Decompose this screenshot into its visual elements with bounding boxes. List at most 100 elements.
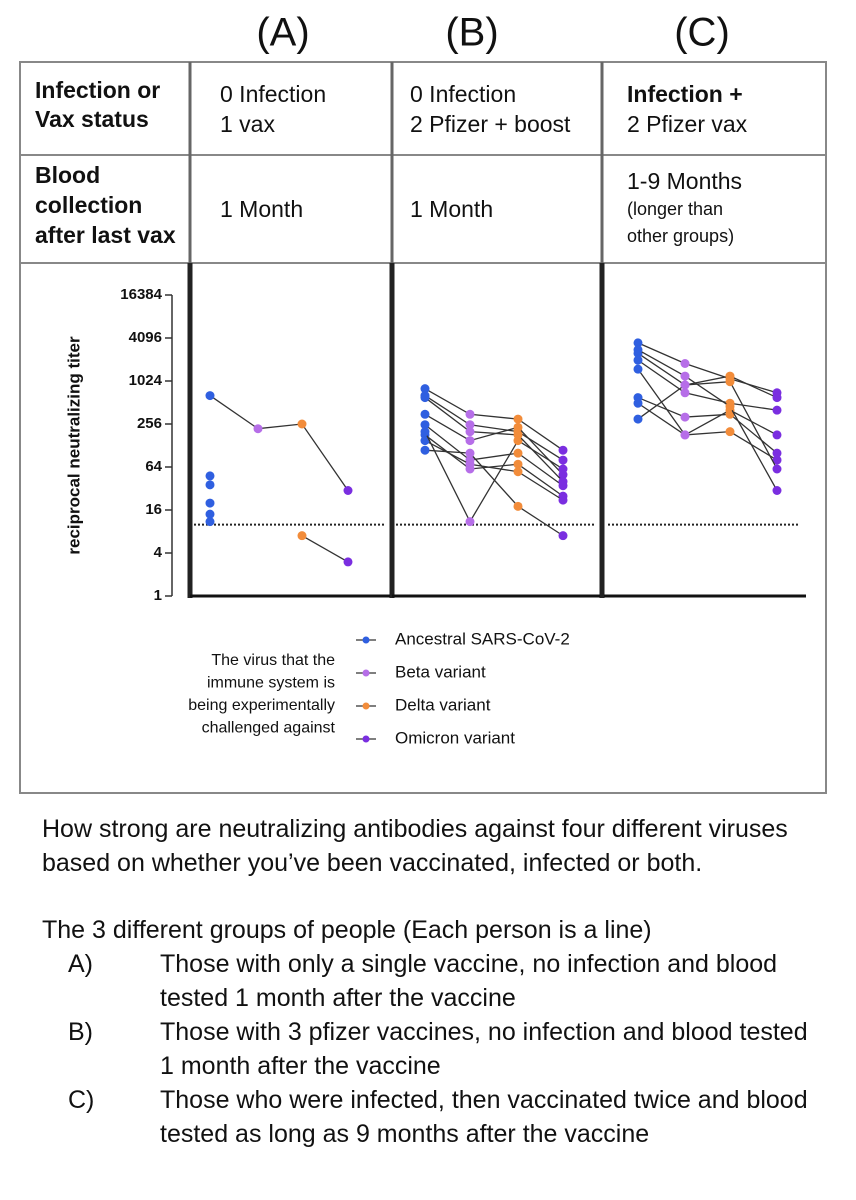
data-point [558, 445, 568, 455]
y-tick-label: 4096 [129, 329, 162, 346]
data-point [633, 345, 643, 355]
legend-dot [362, 735, 370, 743]
person-line [424, 395, 564, 461]
annotation: immune system is [207, 675, 335, 692]
data-point [205, 480, 215, 490]
data-point [680, 371, 690, 381]
data-point [680, 412, 690, 422]
person-line [424, 388, 564, 451]
table-cell: 1-9 Months [627, 168, 742, 194]
y-axis-label: reciprocal neutralizing titer [64, 336, 83, 555]
group-list: A) Those with only a single vaccine, no i… [42, 947, 832, 1151]
table-cell: Infection + [627, 81, 743, 107]
legend-label: Delta variant [395, 695, 491, 714]
person-line [637, 342, 778, 394]
y-tick-label: 16 [145, 501, 162, 518]
data-point [465, 409, 475, 419]
data-point [558, 455, 568, 465]
group-text: Those with 3 pfizer vaccines, no infecti… [160, 1018, 808, 1080]
data-point [205, 517, 215, 527]
group-item: B) Those with 3 pfizer vaccines, no infec… [42, 1015, 832, 1083]
data-point [343, 557, 353, 567]
group-text: Those who were infected, then vaccinated… [160, 1086, 808, 1148]
data-point [558, 477, 568, 487]
person-line [424, 440, 564, 501]
person-line [637, 381, 778, 470]
data-point [772, 464, 782, 474]
data-point [420, 436, 430, 446]
annotation: The virus that the [211, 652, 335, 669]
person-line [637, 349, 778, 491]
data-point [513, 501, 523, 511]
data-point [633, 398, 643, 408]
person-line [424, 413, 564, 476]
data-point [465, 448, 475, 458]
legend-dot [362, 669, 370, 677]
paragraph: How strong are neutralizing antibodies a… [42, 815, 788, 877]
table-cell: Vax status [35, 106, 149, 132]
data-point [513, 448, 523, 458]
legend-dot [362, 636, 370, 644]
table-cell: Infection or [35, 77, 160, 103]
y-tick-label: 1024 [129, 372, 163, 389]
table-cell: other groups) [627, 226, 734, 246]
data-point [558, 531, 568, 541]
data-point [465, 517, 475, 527]
table-cell: Blood [35, 162, 100, 188]
annotation: challenged against [202, 720, 336, 737]
data-point [465, 420, 475, 430]
legend-dot [362, 702, 370, 710]
data-point [205, 498, 215, 508]
column-header: (C) [674, 11, 730, 55]
data-point [772, 430, 782, 440]
data-point [633, 414, 643, 424]
table-cell: 1 vax [220, 111, 275, 137]
data-point [513, 459, 523, 469]
group-item: A) Those with only a single vaccine, no i… [42, 947, 832, 1015]
data-point [680, 430, 690, 440]
table-cell: 2 Pfizer + boost [410, 111, 571, 137]
y-tick-label: 16384 [120, 286, 162, 303]
y-tick-label: 1 [154, 587, 162, 604]
column-header: (A) [256, 11, 309, 55]
group-item: C) Those who were infected, then vaccinat… [42, 1083, 832, 1151]
data-point [297, 419, 307, 429]
data-point [680, 359, 690, 369]
table-cell: after last vax [35, 222, 176, 248]
data-point [205, 471, 215, 481]
annotation: being experimentally [188, 697, 335, 714]
outer-box [19, 61, 827, 794]
person-line [301, 535, 349, 563]
person-line [424, 431, 564, 523]
person-line [637, 359, 778, 411]
data-point [420, 427, 430, 437]
data-point [558, 495, 568, 505]
data-point [420, 420, 430, 430]
table-cell: 1 Month [410, 196, 493, 222]
table-cell: (longer than [627, 199, 723, 219]
data-point [633, 338, 643, 348]
table-cell: 0 Infection [410, 81, 516, 107]
group-label: A) [68, 950, 93, 978]
data-point [205, 391, 215, 401]
data-point [680, 380, 690, 390]
group-text: Those with only a single vaccine, no inf… [160, 950, 778, 1012]
data-point [772, 448, 782, 458]
description: How strong are neutralizing antibodies a… [42, 812, 832, 1151]
y-tick-label: 4 [154, 544, 163, 561]
person-line [637, 368, 778, 436]
person-line [637, 352, 778, 399]
y-tick-label: 256 [137, 415, 162, 432]
data-point [725, 377, 735, 387]
data-point [420, 445, 430, 455]
data-point [465, 459, 475, 469]
data-point [513, 467, 523, 477]
group-label: C) [68, 1086, 95, 1114]
group-label: B) [68, 1018, 93, 1046]
person-line [424, 449, 564, 537]
person-line [424, 424, 564, 487]
data-point [420, 409, 430, 419]
table-cell: 0 Infection [220, 81, 326, 107]
data-point [725, 402, 735, 412]
